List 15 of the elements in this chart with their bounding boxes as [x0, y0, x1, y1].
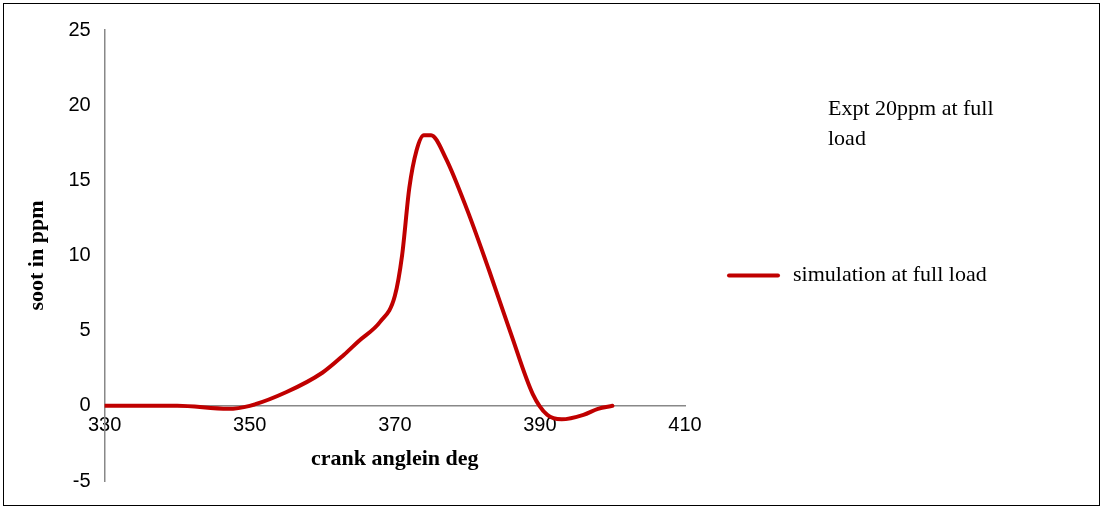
- legend-label: simulation at full load: [793, 261, 987, 287]
- x-tick-label: 350: [233, 413, 267, 436]
- y-tick-label: 5: [79, 318, 91, 341]
- y-tick-label: 25: [68, 17, 91, 40]
- y-tick-label: 20: [68, 92, 91, 115]
- x-axis-title: crank anglein deg: [311, 444, 479, 470]
- y-tick-label: 10: [68, 243, 91, 266]
- y-axis-title: soot in ppm: [22, 200, 48, 311]
- x-tick-label: 330: [87, 413, 122, 436]
- y-tick-label: 0: [79, 393, 91, 416]
- y-tick-label: -5: [72, 468, 91, 491]
- y-tick-label: 15: [68, 167, 91, 190]
- x-tick-label: 370: [378, 413, 412, 436]
- x-tick-label: 410: [668, 413, 702, 436]
- text: Expt 20ppm at full load: [828, 94, 994, 150]
